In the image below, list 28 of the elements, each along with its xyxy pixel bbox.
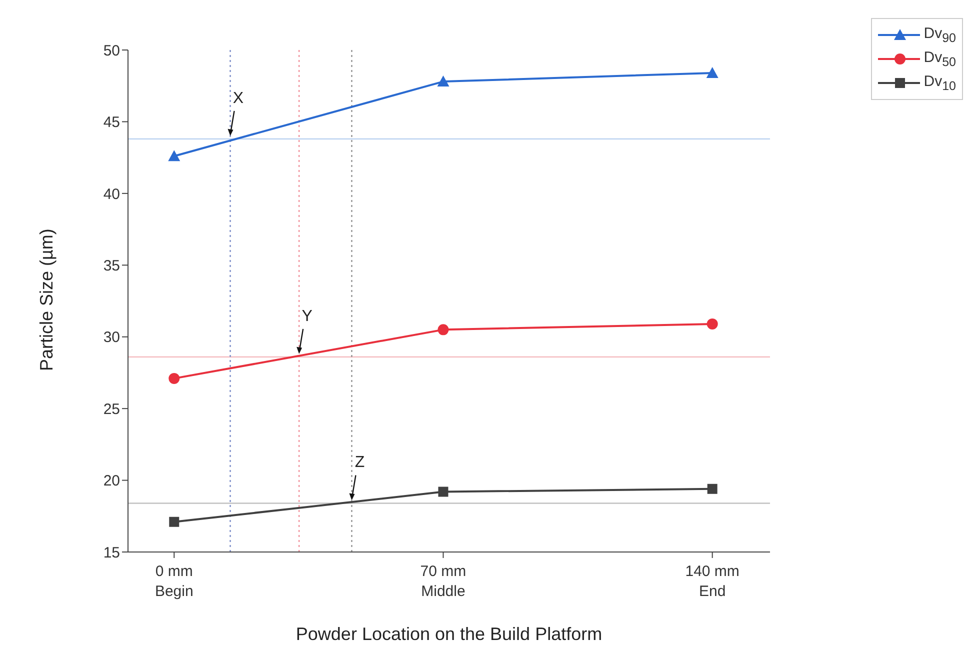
x-axis-title: Powder Location on the Build Platform	[296, 624, 602, 644]
y-tick-label: 25	[103, 400, 120, 418]
y-tick-label: 50	[103, 42, 120, 60]
point	[168, 372, 180, 384]
y-tick-label: 20	[103, 472, 120, 490]
point	[707, 484, 718, 494]
point	[169, 516, 180, 527]
point	[706, 318, 718, 330]
annotation: X	[232, 90, 244, 107]
x-tick-label: 140 mm End	[685, 563, 740, 600]
annotation: Z	[354, 454, 365, 472]
point	[438, 324, 449, 336]
point	[168, 150, 180, 162]
legend-label: Dv$_{50}$	[924, 49, 956, 69]
y-tick-label: 45	[103, 114, 120, 132]
x-tick-label: 70 mm Middle	[420, 563, 466, 600]
legend-label: Dv$_{10}$	[924, 73, 956, 93]
y-axis-title: Particle Size (µm)	[36, 228, 56, 371]
legend-label: Dv$_{90}$	[924, 25, 956, 45]
point	[437, 76, 450, 87]
x-tick-label: 0 mm Begin	[154, 563, 194, 600]
y-tick-label: 35	[103, 257, 120, 274]
y-tick-label: 15	[103, 544, 120, 562]
y-tick-label: 40	[103, 186, 120, 203]
annotation: Y	[302, 308, 313, 325]
y-tick-label: 30	[103, 329, 120, 346]
point	[438, 486, 448, 497]
point	[706, 66, 718, 78]
